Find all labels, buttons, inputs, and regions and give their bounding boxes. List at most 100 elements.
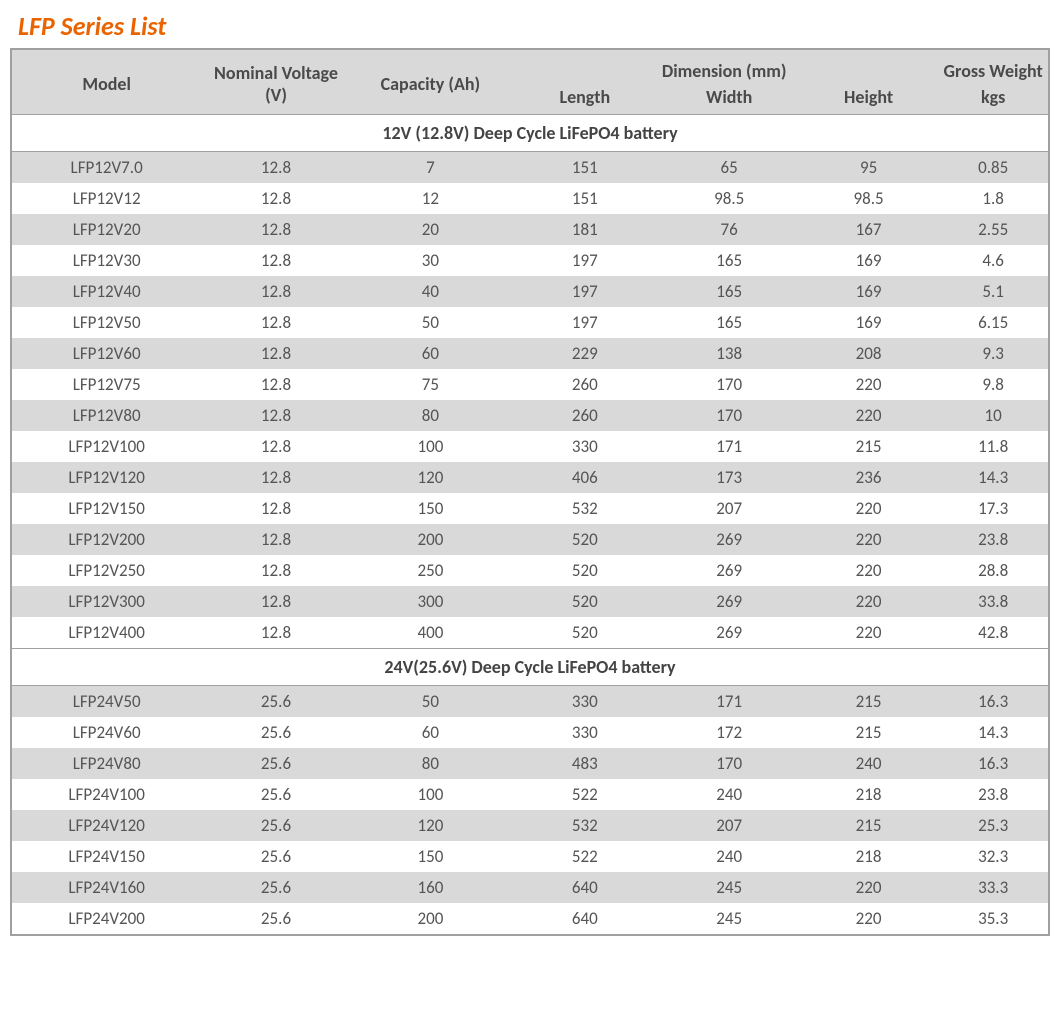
cell-model: LFP24V100: [12, 779, 201, 810]
cell-voltage: 12.8: [201, 462, 350, 493]
cell-voltage: 12.8: [201, 431, 350, 462]
page-title: LFP Series List: [18, 10, 1050, 42]
cell-height: 220: [799, 369, 938, 400]
table-row: LFP12V7.012.8715165950.85: [12, 152, 1048, 184]
cell-capacity: 250: [351, 555, 510, 586]
cell-width: 170: [659, 748, 798, 779]
cell-width: 245: [659, 903, 798, 934]
cell-model: LFP24V120: [12, 810, 201, 841]
cell-height: 220: [799, 872, 938, 903]
cell-model: LFP12V50: [12, 307, 201, 338]
cell-model: LFP12V75: [12, 369, 201, 400]
cell-width: 165: [659, 245, 798, 276]
col-header-width: Width: [659, 84, 798, 115]
cell-voltage: 12.8: [201, 214, 350, 245]
cell-capacity: 120: [351, 462, 510, 493]
cell-weight: 17.3: [938, 493, 1048, 524]
cell-height: 95: [799, 152, 938, 184]
cell-weight: 11.8: [938, 431, 1048, 462]
cell-voltage: 25.6: [201, 686, 350, 718]
cell-capacity: 50: [351, 686, 510, 718]
cell-length: 640: [510, 903, 659, 934]
cell-length: 151: [510, 152, 659, 184]
cell-voltage: 12.8: [201, 617, 350, 649]
cell-capacity: 150: [351, 841, 510, 872]
cell-voltage: 12.8: [201, 245, 350, 276]
cell-model: LFP12V100: [12, 431, 201, 462]
cell-weight: 1.8: [938, 183, 1048, 214]
cell-weight: 33.8: [938, 586, 1048, 617]
col-header-height: Height: [799, 84, 938, 115]
cell-model: LFP24V50: [12, 686, 201, 718]
cell-model: LFP24V200: [12, 903, 201, 934]
table-row: LFP24V10025.610052224021823.8: [12, 779, 1048, 810]
cell-voltage: 12.8: [201, 183, 350, 214]
cell-capacity: 100: [351, 431, 510, 462]
cell-capacity: 300: [351, 586, 510, 617]
cell-length: 181: [510, 214, 659, 245]
cell-height: 220: [799, 586, 938, 617]
table-row: LFP12V8012.88026017022010: [12, 400, 1048, 431]
cell-weight: 2.55: [938, 214, 1048, 245]
cell-voltage: 12.8: [201, 152, 350, 184]
cell-weight: 14.3: [938, 717, 1048, 748]
col-header-voltage: Nominal Voltage (V): [201, 50, 350, 115]
cell-length: 406: [510, 462, 659, 493]
cell-length: 330: [510, 717, 659, 748]
cell-capacity: 75: [351, 369, 510, 400]
cell-model: LFP12V20: [12, 214, 201, 245]
table-row: LFP12V1212.81215198.598.51.8: [12, 183, 1048, 214]
cell-width: 170: [659, 369, 798, 400]
table-row: LFP24V15025.615052224021832.3: [12, 841, 1048, 872]
cell-weight: 23.8: [938, 524, 1048, 555]
cell-width: 65: [659, 152, 798, 184]
cell-width: 98.5: [659, 183, 798, 214]
cell-weight: 25.3: [938, 810, 1048, 841]
cell-width: 138: [659, 338, 798, 369]
cell-voltage: 12.8: [201, 276, 350, 307]
cell-length: 330: [510, 686, 659, 718]
cell-capacity: 80: [351, 748, 510, 779]
cell-voltage: 25.6: [201, 903, 350, 934]
table-row: LFP24V6025.66033017221514.3: [12, 717, 1048, 748]
cell-voltage: 25.6: [201, 841, 350, 872]
cell-height: 215: [799, 810, 938, 841]
cell-voltage: 25.6: [201, 779, 350, 810]
cell-voltage: 12.8: [201, 338, 350, 369]
cell-voltage: 25.6: [201, 717, 350, 748]
cell-width: 207: [659, 810, 798, 841]
cell-width: 269: [659, 524, 798, 555]
cell-height: 240: [799, 748, 938, 779]
cell-width: 269: [659, 586, 798, 617]
cell-model: LFP12V30: [12, 245, 201, 276]
cell-height: 167: [799, 214, 938, 245]
table-row: LFP12V4012.8401971651695.1: [12, 276, 1048, 307]
table-row: LFP12V15012.815053220722017.3: [12, 493, 1048, 524]
cell-length: 330: [510, 431, 659, 462]
cell-weight: 5.1: [938, 276, 1048, 307]
cell-weight: 9.8: [938, 369, 1048, 400]
cell-width: 240: [659, 841, 798, 872]
cell-height: 169: [799, 245, 938, 276]
cell-weight: 42.8: [938, 617, 1048, 649]
col-header-weight-line1: Gross Weight: [938, 50, 1048, 84]
cell-voltage: 12.8: [201, 524, 350, 555]
cell-weight: 10: [938, 400, 1048, 431]
table-row: LFP12V30012.830052026922033.8: [12, 586, 1048, 617]
cell-model: LFP12V40: [12, 276, 201, 307]
cell-height: 220: [799, 903, 938, 934]
table-body: 12V (12.8V) Deep Cycle LiFePO4 batteryLF…: [12, 115, 1048, 935]
cell-length: 197: [510, 276, 659, 307]
cell-model: LFP24V80: [12, 748, 201, 779]
cell-weight: 9.3: [938, 338, 1048, 369]
lfp-series-table: Model Nominal Voltage (V) Capacity (Ah) …: [12, 50, 1048, 934]
cell-capacity: 7: [351, 152, 510, 184]
cell-weight: 23.8: [938, 779, 1048, 810]
cell-length: 260: [510, 400, 659, 431]
cell-length: 522: [510, 841, 659, 872]
cell-capacity: 60: [351, 717, 510, 748]
table-row: LFP12V6012.8602291382089.3: [12, 338, 1048, 369]
table-row: LFP12V7512.8752601702209.8: [12, 369, 1048, 400]
cell-width: 170: [659, 400, 798, 431]
cell-capacity: 60: [351, 338, 510, 369]
